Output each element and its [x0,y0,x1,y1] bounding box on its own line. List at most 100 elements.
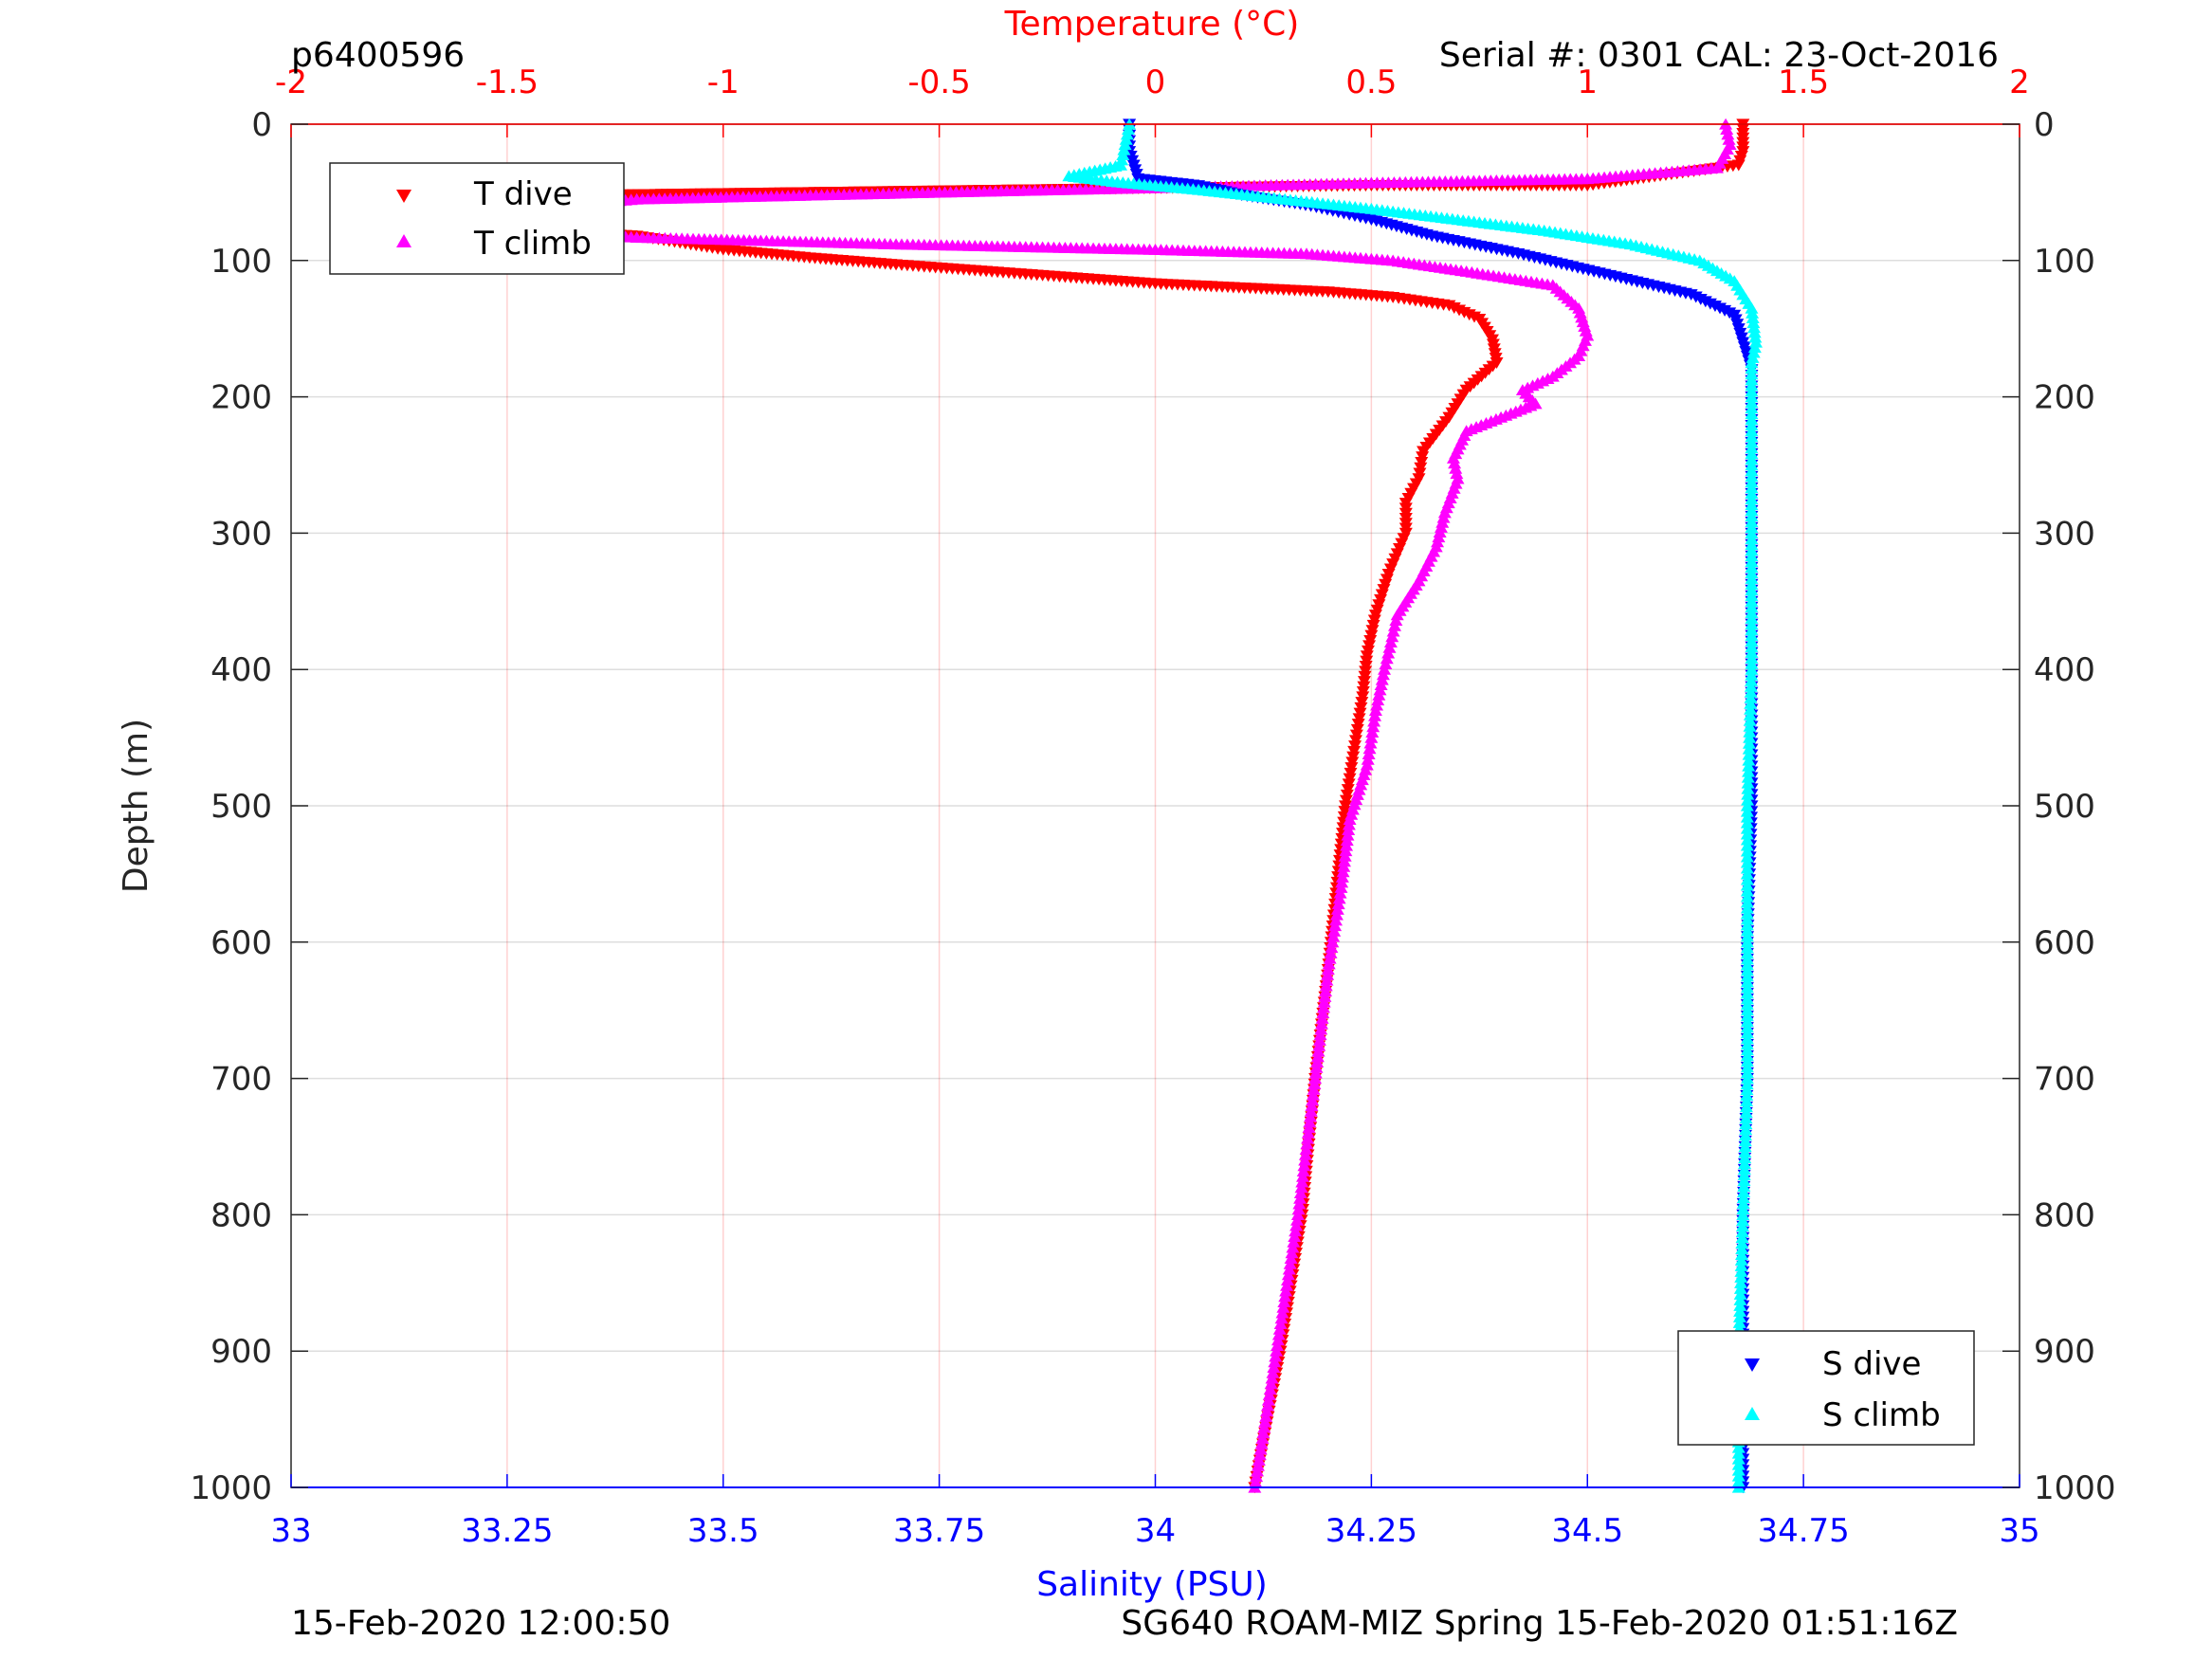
t-climb-marker [1329,914,1344,926]
s-climb-marker [1745,301,1759,314]
s-climb-marker [1740,975,1754,988]
s-climb-marker [1745,499,1759,511]
t-climb-marker [1380,652,1394,665]
s-climb-marker [1735,1226,1749,1237]
s-climb-marker [1745,419,1759,431]
t-climb-marker [1291,1203,1306,1215]
s-climb-marker [1735,1237,1749,1249]
s-climb-marker [1745,442,1759,454]
s-climb-marker [1741,793,1755,806]
t-climb-marker [1292,1197,1307,1210]
t-climb-marker [1340,839,1354,851]
s-dive-legend-marker [1745,1358,1760,1372]
s-climb-marker [1740,884,1754,897]
s-climb-marker [1740,1078,1754,1090]
s-climb-marker [1740,1044,1754,1056]
t-climb-marker [1251,1459,1265,1471]
t-climb-marker [1266,1366,1280,1378]
s-climb-marker [1738,1146,1752,1158]
s-climb-marker [1740,822,1754,834]
s-climb-marker [1736,1197,1750,1210]
t-climb-marker [1267,1361,1281,1374]
depth-tick-label-right: 0 [2034,106,2055,144]
t-climb-marker [1446,452,1460,464]
s-climb-marker [1740,828,1754,840]
depth-tick-label-left: 100 [210,243,272,281]
t-climb-marker [1306,1094,1320,1106]
t-climb-marker [1270,1344,1284,1357]
t-climb-marker [1449,462,1463,474]
t-climb-marker [1281,1268,1295,1281]
s-climb-marker [1745,550,1759,561]
t-climb-marker [1375,673,1389,685]
t-climb-marker [1362,742,1377,755]
s-climb-marker [1745,447,1759,460]
t-climb-marker [1287,1235,1301,1248]
s-climb-marker [1733,1304,1747,1317]
s-climb-marker [1736,1203,1750,1215]
t-climb-marker [1368,704,1382,716]
s-climb-legend-marker [1745,1407,1760,1420]
mission-info: SG640 ROAM-MIZ Spring 15-Feb-2020 01:51:… [1121,1604,1958,1643]
s-climb-marker [1745,556,1759,567]
t-climb-marker [1308,1066,1323,1079]
t-climb-marker [1720,123,1734,135]
t-climb-marker [1295,1176,1309,1188]
depth-tick-label-right: 200 [2034,379,2095,417]
t-climb-marker [1328,920,1343,932]
s-climb-marker [1740,862,1754,874]
s-climb-marker [1745,356,1759,369]
s-climb-marker [1742,754,1756,766]
t-climb-marker [1366,720,1380,733]
t-climb-marker [1320,974,1334,986]
t-climb-marker [1371,694,1385,706]
s-climb-marker [1737,1186,1751,1198]
s-climb-marker [1745,611,1759,624]
s-climb-marker [1740,987,1754,999]
plot-area [291,124,2020,1487]
s-climb-marker [1740,1004,1754,1016]
depth-tick-label-right: 900 [2034,1333,2095,1371]
t-climb-marker [1298,1148,1312,1160]
s-climb-marker [1736,1214,1750,1226]
temperature-tick-label: 0 [1145,64,1166,101]
s-climb-marker [1745,527,1759,538]
s-climb-marker [1740,1027,1754,1039]
s-climb-marker [1731,1447,1746,1459]
t-climb-marker [1383,636,1398,648]
s-climb-marker [1745,516,1759,528]
t-climb-marker [1341,829,1355,841]
t-climb-marker [1283,1257,1297,1269]
t-climb-marker [1329,908,1344,921]
t-climb-marker [1307,1078,1322,1089]
depth-tick-label-left: 200 [210,379,272,417]
t-climb-marker [1382,641,1397,653]
s-climb-marker [1745,629,1759,641]
t-climb-marker [1259,1410,1273,1422]
t-climb-marker [1255,1431,1270,1444]
t-climb-marker [1272,1322,1287,1335]
depth-tick-label-right: 800 [2034,1196,2095,1234]
t-climb-marker [1271,1340,1285,1352]
s-climb-marker [1736,1209,1750,1220]
t-climb-marker [1294,1181,1308,1194]
t-climb-marker [1250,1470,1264,1483]
t-climb-marker [1310,1050,1325,1063]
t-climb-marker [1364,731,1379,743]
t-climb-marker [1319,985,1333,997]
t-climb-marker [1282,1263,1296,1275]
t-climb-marker [1252,1449,1267,1461]
t-climb-marker [1258,1415,1272,1428]
s-climb-marker [1745,606,1759,618]
s-climb-marker [1743,708,1757,720]
t-climb-marker [1300,1138,1314,1150]
s-climb-marker [1740,1095,1754,1107]
s-climb-marker [1731,1458,1746,1470]
t-climb-marker [1337,860,1351,872]
salinity-tick-label: 33.75 [893,1512,985,1550]
s-climb-marker [1743,720,1757,732]
s-climb-marker [1735,1243,1749,1254]
t-climb-marker [1372,688,1386,701]
depth-tick-label-right: 1000 [2034,1469,2116,1507]
t-climb-marker [1335,876,1349,888]
